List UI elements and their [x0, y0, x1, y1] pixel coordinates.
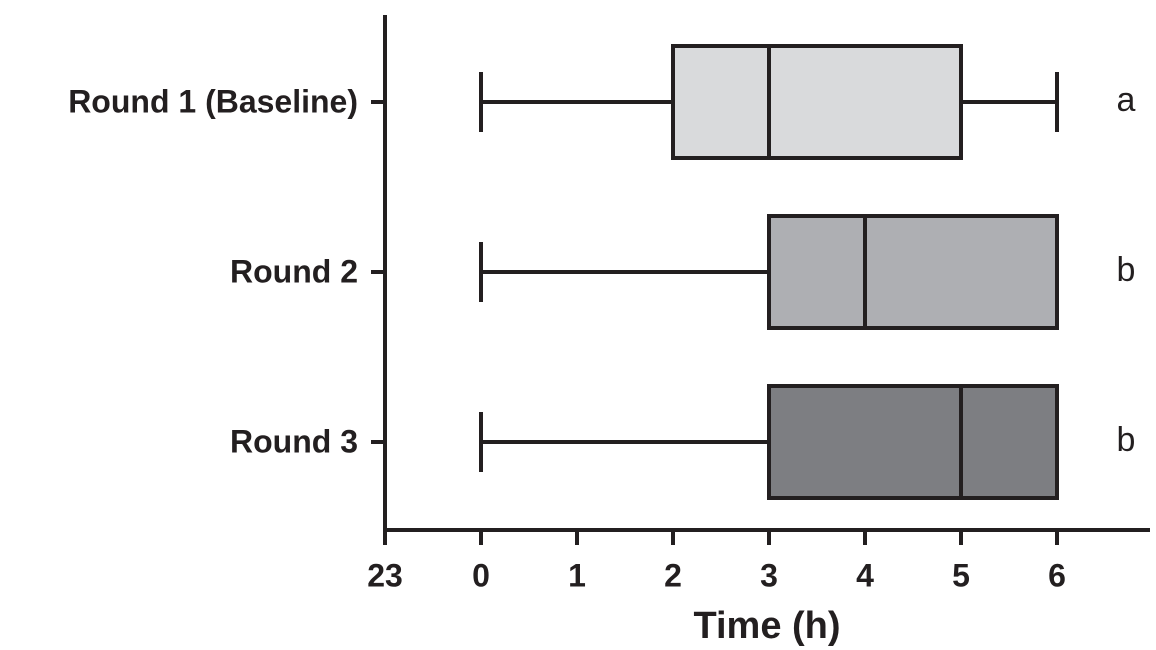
x-tick-label: 0	[472, 557, 490, 593]
annotation: a	[1117, 81, 1136, 119]
x-tick-label: 23	[367, 557, 403, 593]
y-tick-label: Round 3	[230, 423, 358, 459]
box	[767, 214, 1059, 330]
x-tick-label: 5	[952, 557, 970, 593]
x-tick-label: 4	[856, 557, 874, 593]
x-axis-label: Time (h)	[693, 605, 840, 647]
annotation: b	[1117, 421, 1136, 459]
y-tick-label: Round 2	[230, 253, 358, 289]
y-tick-label: Round 1 (Baseline)	[68, 83, 358, 119]
annotation: b	[1117, 251, 1136, 289]
x-tick-label: 3	[760, 557, 778, 593]
x-tick-label: 2	[664, 557, 682, 593]
x-tick-label: 6	[1048, 557, 1066, 593]
x-tick-label: 1	[568, 557, 586, 593]
box	[767, 384, 1059, 500]
box	[671, 44, 963, 160]
